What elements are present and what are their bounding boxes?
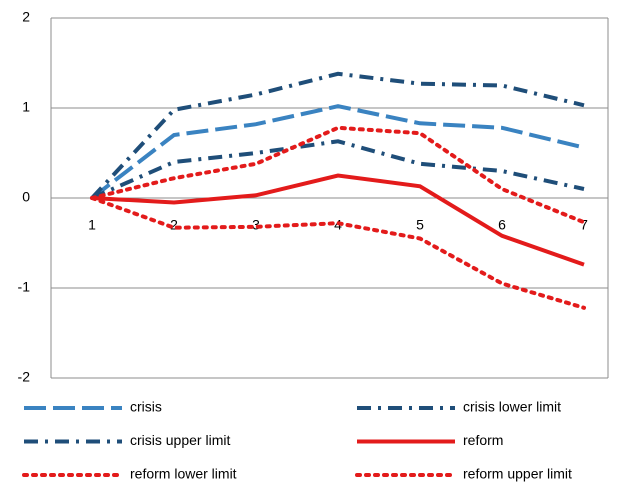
- y-tick-label: 2: [22, 9, 30, 25]
- x-tick-label: 3: [252, 217, 260, 233]
- x-tick-label: 6: [498, 217, 506, 233]
- series-line: [91, 139, 585, 200]
- x-tick-label: 1: [88, 217, 96, 233]
- series-line: [90, 71, 585, 200]
- y-tick-label: -2: [18, 369, 31, 385]
- legend-label: crisis: [130, 399, 162, 415]
- series-line: [90, 125, 586, 225]
- legend-label: reform: [463, 432, 503, 448]
- series-line: [91, 173, 585, 267]
- y-tick-label: 1: [22, 99, 30, 115]
- series-line: [90, 196, 586, 310]
- y-tick-label: 0: [22, 189, 30, 205]
- y-tick-label: -1: [18, 279, 31, 295]
- x-tick-label: 2: [170, 217, 178, 233]
- legend-label: reform lower limit: [130, 466, 237, 482]
- x-tick-label: 7: [580, 217, 588, 233]
- legend-label: crisis upper limit: [130, 432, 230, 448]
- x-tick-label: 5: [416, 217, 424, 233]
- legend-label: reform upper limit: [463, 466, 572, 482]
- legend-label: crisis lower limit: [463, 399, 561, 415]
- series-line: [90, 104, 585, 200]
